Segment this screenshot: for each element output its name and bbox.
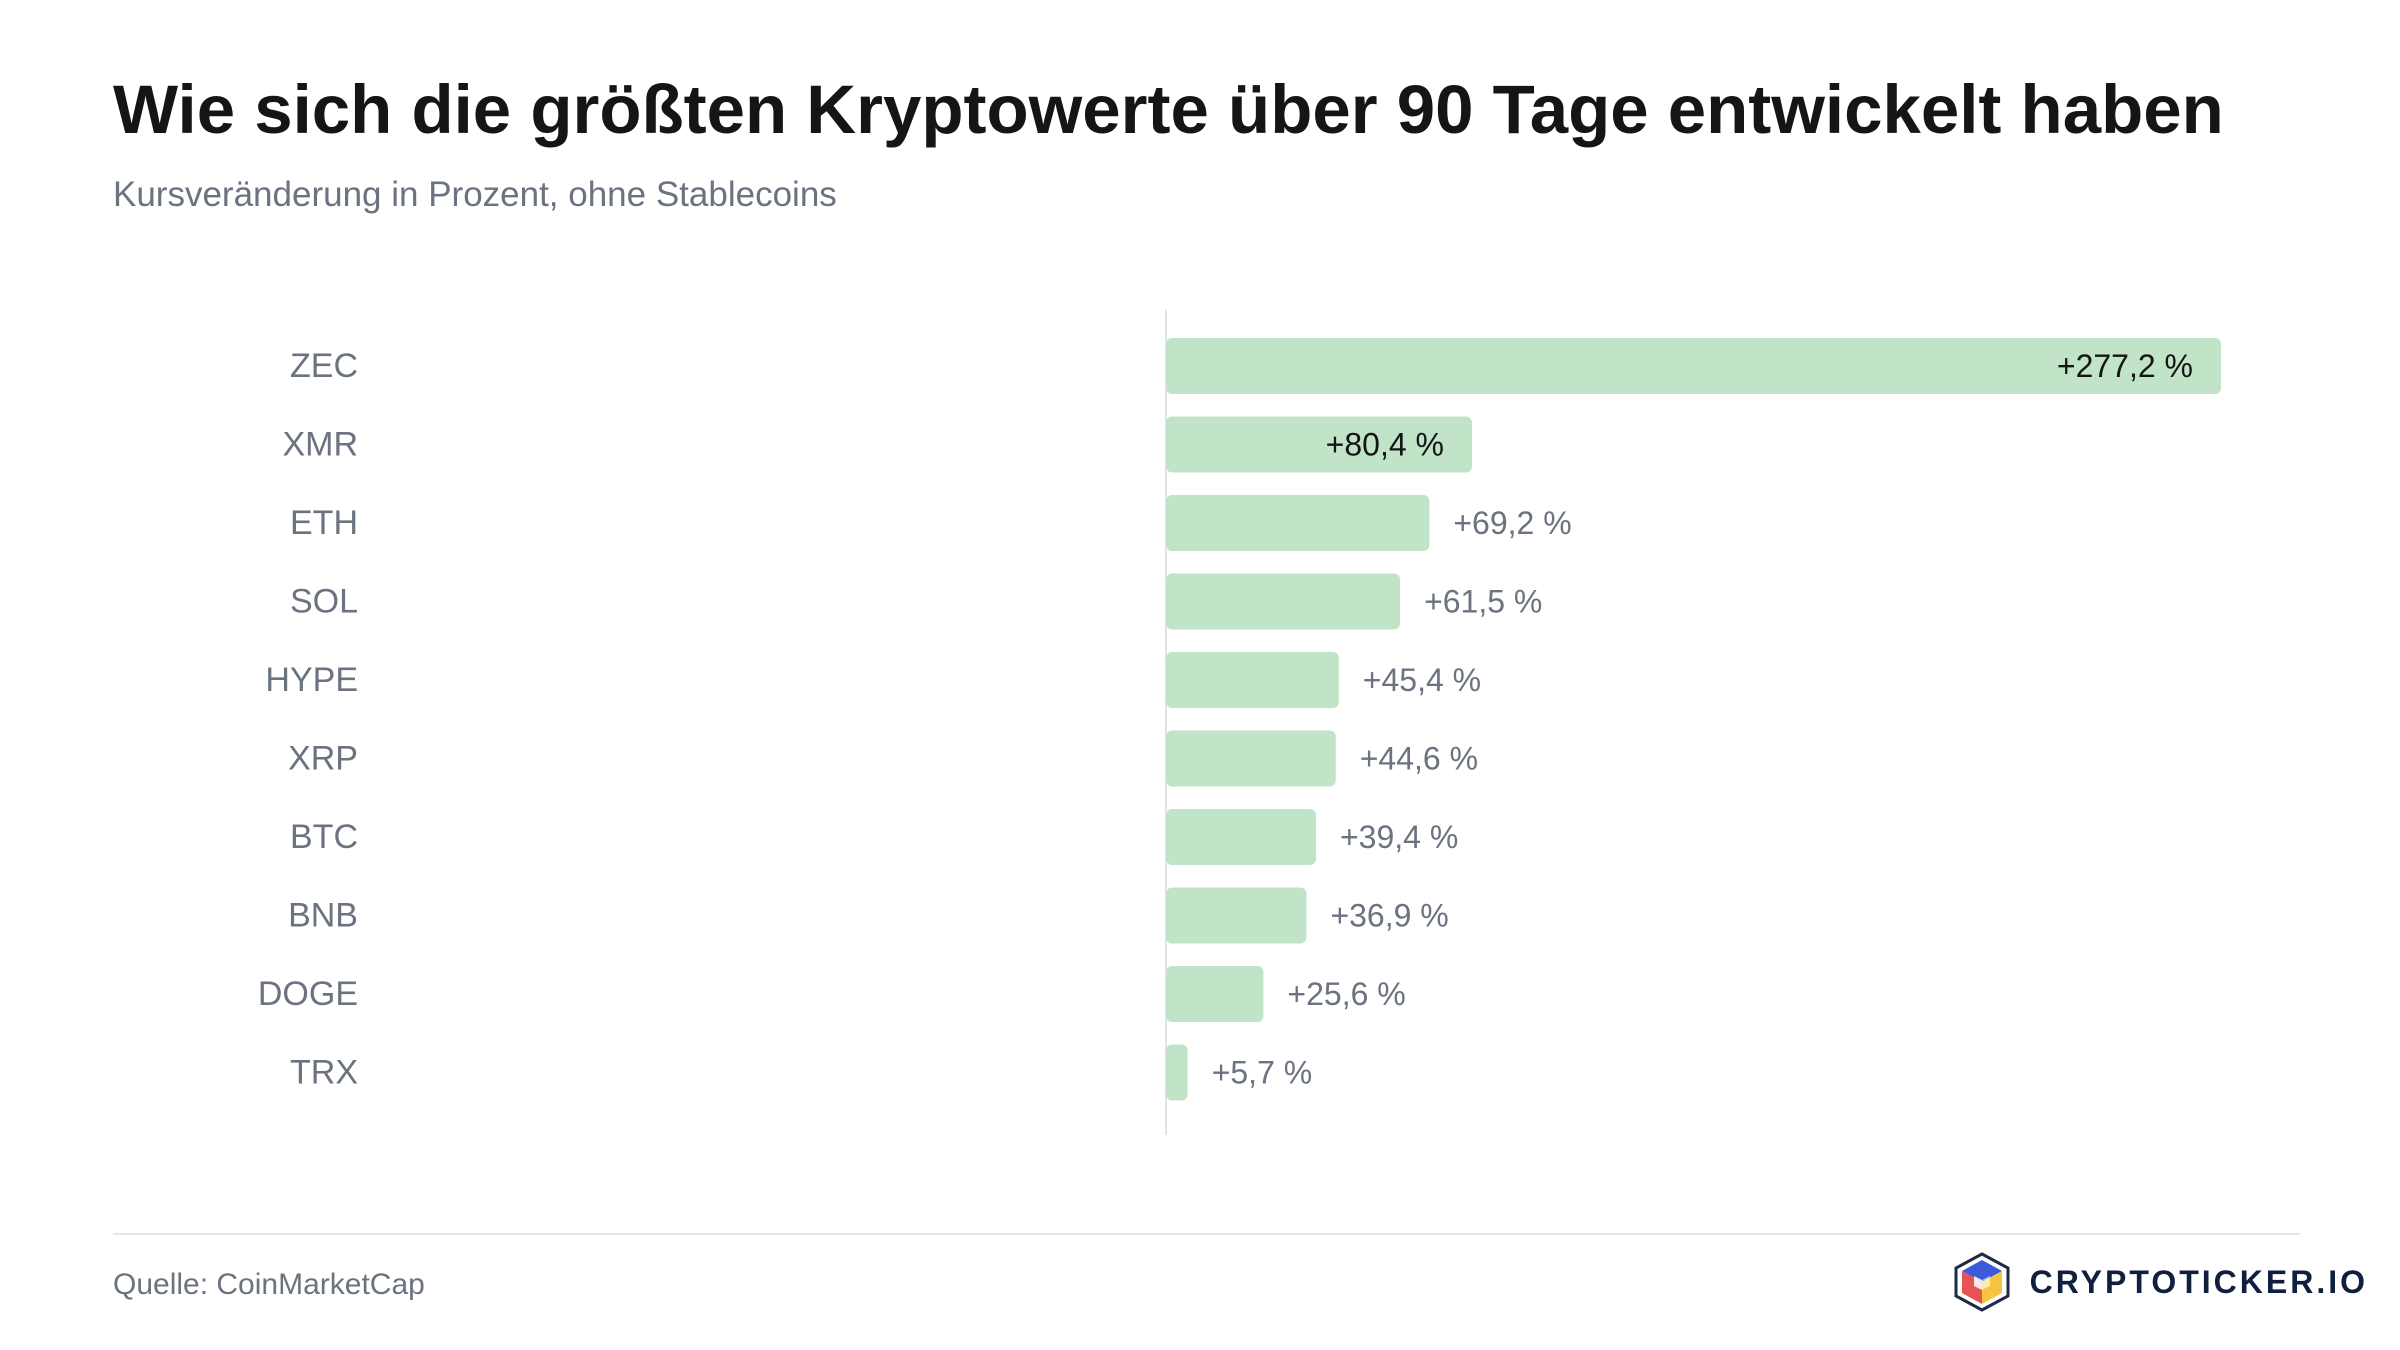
bar	[1166, 1044, 1188, 1101]
value-label: +36,9 %	[1330, 898, 1448, 934]
brand-name: CRYPTOTICKER.IO	[2029, 1263, 2368, 1300]
footer-divider	[113, 1233, 2300, 1235]
cube-logo-icon	[1954, 1252, 2010, 1312]
bar	[1166, 416, 1472, 473]
value-label: +61,5 %	[1424, 584, 1542, 620]
category-label: SOL	[290, 583, 358, 621]
bar	[1166, 887, 1307, 944]
bar	[1166, 809, 1316, 865]
value-label: +277,2 %	[2057, 348, 2193, 384]
bar-chart: ZEC +277,2 % XMR +80,4 % ETH +69,2 % SOL +61,5 …	[258, 310, 2221, 1135]
source-note: Quelle: CoinMarketCap	[113, 1268, 425, 1301]
value-label: +25,6 %	[1287, 976, 1405, 1012]
value-label: +80,4 %	[1326, 427, 1444, 463]
category-label: BNB	[288, 897, 358, 935]
value-label: +5,7 %	[1212, 1055, 1313, 1091]
value-label: +69,2 %	[1453, 505, 1571, 541]
category-label: ZEC	[290, 347, 358, 385]
category-label: XMR	[282, 426, 358, 464]
brand-logo: CRYPTOTICKER.IO	[1950, 1250, 2368, 1314]
category-label: TRX	[290, 1054, 358, 1092]
bar	[1166, 730, 1336, 787]
category-label: DOGE	[258, 975, 358, 1013]
bar	[1166, 338, 2221, 394]
bar	[1166, 652, 1339, 708]
value-label: +39,4 %	[1340, 819, 1458, 855]
category-label: XRP	[288, 740, 358, 778]
category-label: BTC	[290, 818, 358, 856]
chart-title: Wie sich die größten Kryptowerte über 90…	[113, 71, 2224, 148]
bars-layer: ZEC +277,2 % XMR +80,4 % ETH +69,2 % SOL +61,5 …	[258, 338, 2221, 1101]
category-label: ETH	[290, 504, 358, 542]
value-label: +45,4 %	[1363, 662, 1481, 698]
bar	[1166, 495, 1430, 551]
bar	[1166, 966, 1264, 1022]
bar	[1166, 573, 1401, 630]
value-label: +44,6 %	[1360, 741, 1478, 777]
category-label: HYPE	[265, 661, 358, 699]
chart-subtitle: Kursveränderung in Prozent, ohne Stablec…	[113, 175, 837, 214]
